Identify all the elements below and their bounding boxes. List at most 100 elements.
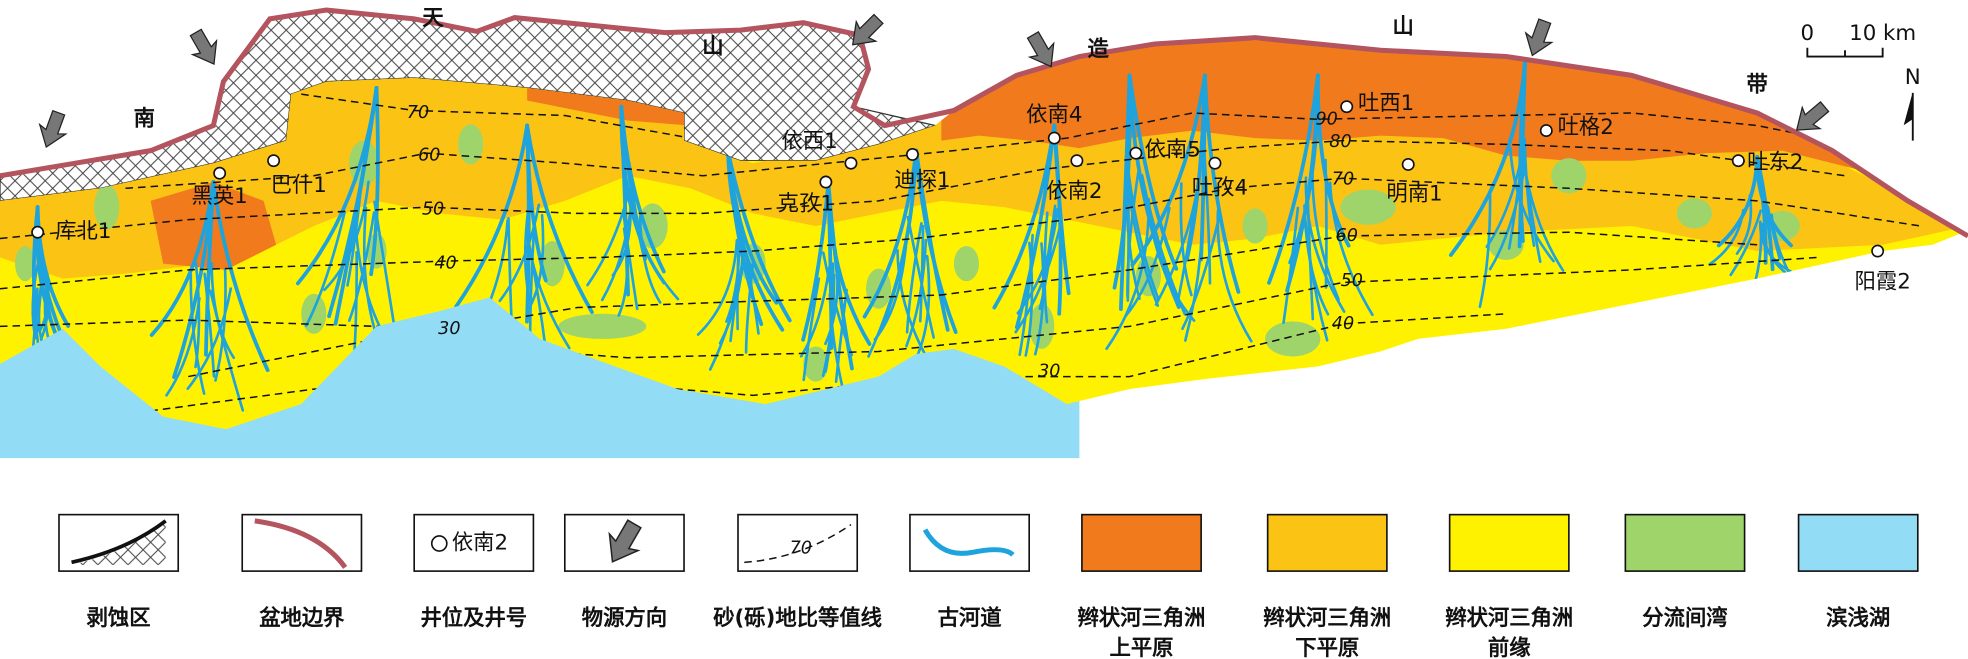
isoline [0,231,1758,330]
well [1401,157,1415,171]
well-label: 阳霞2 [1855,269,1911,294]
interdistributary-bay [803,346,829,382]
source-direction-arrow [1026,31,1055,68]
basin-boundary [0,7,1968,239]
well-label: 依西1 [781,129,837,154]
paleochannel [802,277,821,382]
legend-boundary [254,518,348,569]
well-label: 吐东2 [1747,150,1803,175]
paleochannel [1518,60,1527,229]
well [1070,154,1084,168]
isoline-label: 50 [1341,271,1363,291]
paleochannel [38,265,50,333]
paleochannel [1729,209,1763,277]
legend-label: 辫状河三角洲 [1078,605,1206,631]
source-direction-arrow [1795,101,1830,131]
paleochannel [211,180,270,373]
paleochannel [1181,215,1221,331]
paleochannel [1311,162,1340,301]
paleochannel [1124,180,1141,300]
paleochannel [525,231,547,349]
legend-item: 分流间湾 [1624,513,1746,631]
legend-item: 物源方向 [563,513,685,631]
paleochannel [744,258,755,354]
isoline [188,256,1820,378]
well [1047,131,1061,145]
well [1539,124,1553,138]
isoline [125,112,1821,190]
paleochannel [906,215,935,339]
paleochannel [346,168,365,287]
paleochannel [194,262,201,369]
paleochannel [1126,168,1160,301]
paleochannel [1285,73,1320,293]
paleochannel [1766,205,1782,261]
legend-item: 盆地边界 [241,513,363,631]
legend-swatch [1266,513,1388,572]
paleochannel [1478,193,1492,309]
legend-label: 上平原 [1110,636,1174,659]
paleochannel [1125,169,1160,307]
paleochannel [525,123,594,315]
legend-swatch [909,513,1030,572]
scale-start: 0 [1801,21,1815,46]
isoline-label: 60 [1336,226,1358,246]
legend-label: 砂(砾)地比等值线 [713,605,882,631]
isoline-label: 30 [438,319,460,339]
legend-erosion-edge [71,519,167,565]
legend-label: 盆地边界 [259,605,345,631]
interdistributary-bay [953,246,979,282]
paleochannel [914,148,950,332]
isoline-label: 90 [1315,109,1337,129]
mountain-label: 带 [1746,72,1767,97]
paleochannel [738,224,760,335]
well-label: 吐格2 [1558,115,1614,140]
paleochannel [454,123,530,309]
paleochannel [1303,214,1329,342]
paleochannel [862,148,919,319]
paleochannel [622,211,639,311]
legend-label: 井位及井号 [420,605,527,631]
legend-label: 物源方向 [582,605,667,631]
paleochannel [1522,161,1565,272]
paleochannel [696,239,739,336]
paleochannel [1014,123,1057,330]
well-label: 依南5 [1145,138,1201,163]
interdistributary-bay [1551,158,1587,194]
well-label: 明南1 [1386,182,1442,207]
interdistributary-bay [1676,198,1712,229]
paleochannel [1176,161,1203,306]
paleochannel [369,86,380,277]
paleochannel [186,287,233,391]
paleochannel [1043,211,1049,324]
paleochannel [373,200,397,335]
well-label: 迪探1 [894,168,950,193]
legend-erosion-hatch [71,520,166,565]
isoline-label: 60 [418,146,440,166]
paleochannel [725,222,741,323]
interdistributary-bay [1488,229,1524,260]
paleochannel [1328,181,1374,317]
paleochannel [1014,226,1062,334]
paleochannel [304,211,346,327]
paleochannel [867,246,908,358]
well-label: 库北1 [55,219,111,244]
legend-label: 辫状河三角洲 [1263,605,1391,631]
well [844,156,858,170]
paleochannel [165,296,201,397]
isoline-label: 40 [1332,314,1354,334]
paleochannel [1202,149,1212,285]
well-label: 依南2 [1046,179,1102,204]
scale-end: 10 km [1849,21,1916,46]
well [819,175,833,189]
paleochannel [1282,206,1300,325]
mountain-label: 山 [702,35,723,60]
isoline-label: 70 [1332,170,1354,190]
north-label: N [1905,65,1921,90]
well-label: 巴什1 [271,173,327,198]
legend-swatch [1797,513,1919,572]
